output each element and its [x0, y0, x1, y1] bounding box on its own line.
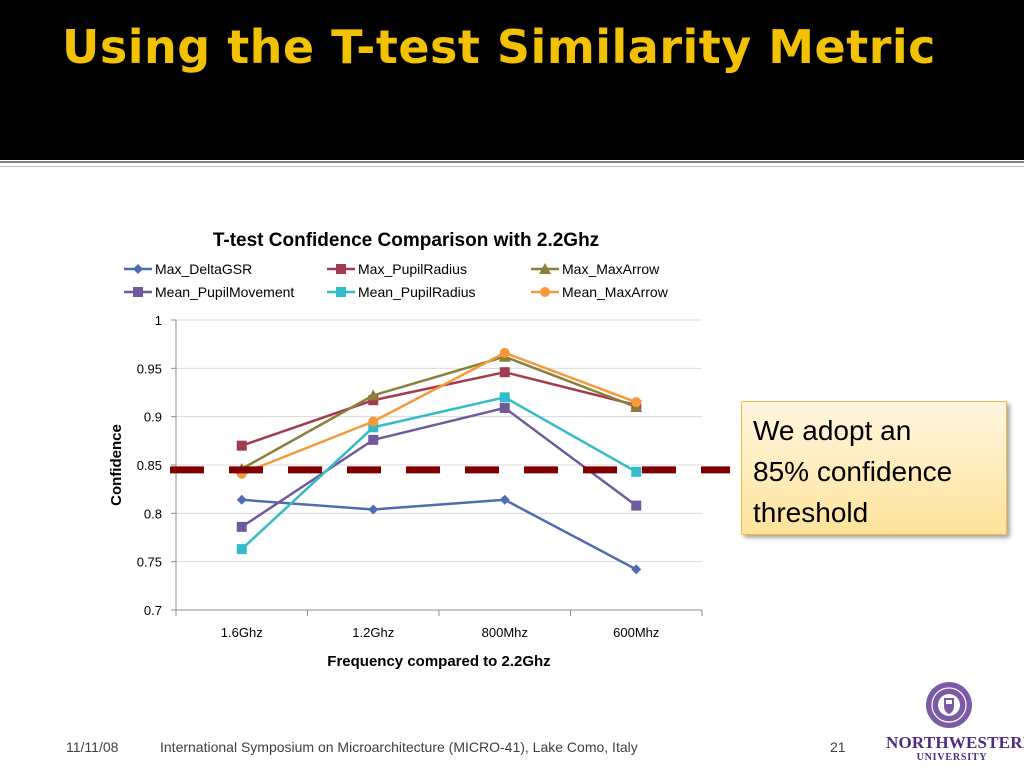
data-point-mean-pupilradius	[631, 466, 642, 477]
data-point-max-deltagsr	[499, 494, 510, 505]
x-axis-title: Frequency compared to 2.2Ghz	[327, 653, 550, 670]
data-point-max-maxarrow	[367, 389, 380, 401]
data-point-mean-pupilmovement	[499, 402, 510, 413]
university-logo-sub: UNIVERSITY	[916, 752, 988, 763]
data-point-mean-maxarrow	[368, 416, 379, 427]
data-point-max-pupilradius	[236, 440, 247, 451]
data-point-mean-pupilmovement	[368, 434, 379, 445]
data-point-mean-pupilradius	[499, 392, 510, 403]
university-logo-name: NORTHWESTERN	[886, 733, 1024, 752]
chart-title: T-test Confidence Comparison with 2.2Ghz	[213, 230, 599, 251]
x-tick-label: 1.2Ghz	[352, 625, 394, 640]
data-point-mean-maxarrow	[499, 347, 510, 358]
series-line-mean-pupilradius	[240, 396, 637, 551]
y-tick-label: 0.7	[144, 603, 162, 618]
legend-label: Mean_MaxArrow	[562, 284, 669, 300]
title-divider	[0, 161, 1024, 163]
legend-marker	[336, 287, 346, 297]
legend-marker	[540, 287, 550, 297]
legend-marker	[133, 287, 143, 297]
legend-label: Max_DeltaGSR	[155, 261, 252, 277]
x-tick-label: 1.6Ghz	[221, 625, 263, 640]
y-tick-label: 0.75	[137, 555, 162, 570]
y-tick-label: 0.95	[137, 361, 162, 376]
legend-label: Mean_PupilRadius	[358, 284, 476, 300]
slide-title: Using the T-test Similarity Metric	[62, 20, 936, 74]
data-point-max-deltagsr	[631, 564, 642, 575]
data-point-mean-pupilradius	[368, 422, 379, 433]
legend-label: Mean_PupilMovement	[155, 284, 294, 300]
threshold-callout: We adopt an 85% confidence threshold	[741, 401, 1007, 535]
legend-marker	[336, 264, 346, 274]
legend-label: Max_MaxArrow	[562, 261, 660, 277]
title-band	[0, 0, 1024, 160]
footer-date: 11/11/08	[66, 739, 119, 755]
data-point-max-deltagsr	[368, 504, 379, 515]
footer-page-number: 21	[830, 739, 846, 755]
callout-text: We adopt an 85% confidence threshold	[753, 415, 953, 528]
footer-event: International Symposium on Microarchitec…	[160, 739, 638, 755]
legend-marker	[133, 264, 143, 274]
university-seal-icon	[926, 682, 972, 728]
y-tick-label: 1	[155, 313, 162, 328]
title-divider-thin	[0, 166, 1024, 167]
data-point-max-deltagsr	[236, 494, 247, 505]
series-line-max-deltagsr	[241, 498, 637, 571]
legend-marker	[539, 263, 551, 274]
y-tick-label: 0.8	[144, 506, 162, 521]
data-point-max-pupilradius	[499, 367, 510, 378]
data-point-mean-pupilradius	[236, 544, 247, 555]
series-line-max-maxarrow	[241, 355, 637, 470]
series-line-mean-maxarrow	[241, 351, 637, 475]
series-line-mean-pupilmovement	[241, 406, 637, 528]
data-point-mean-pupilmovement	[236, 521, 247, 532]
y-tick-label: 0.85	[137, 458, 162, 473]
legend-label: Max_PupilRadius	[358, 261, 467, 277]
data-point-mean-maxarrow	[631, 397, 642, 408]
x-tick-label: 800Mhz	[482, 625, 528, 640]
y-axis-title: Confidence	[108, 424, 125, 506]
x-tick-label: 600Mhz	[613, 625, 659, 640]
y-tick-label: 0.9	[144, 410, 162, 425]
data-point-mean-pupilmovement	[631, 500, 642, 511]
